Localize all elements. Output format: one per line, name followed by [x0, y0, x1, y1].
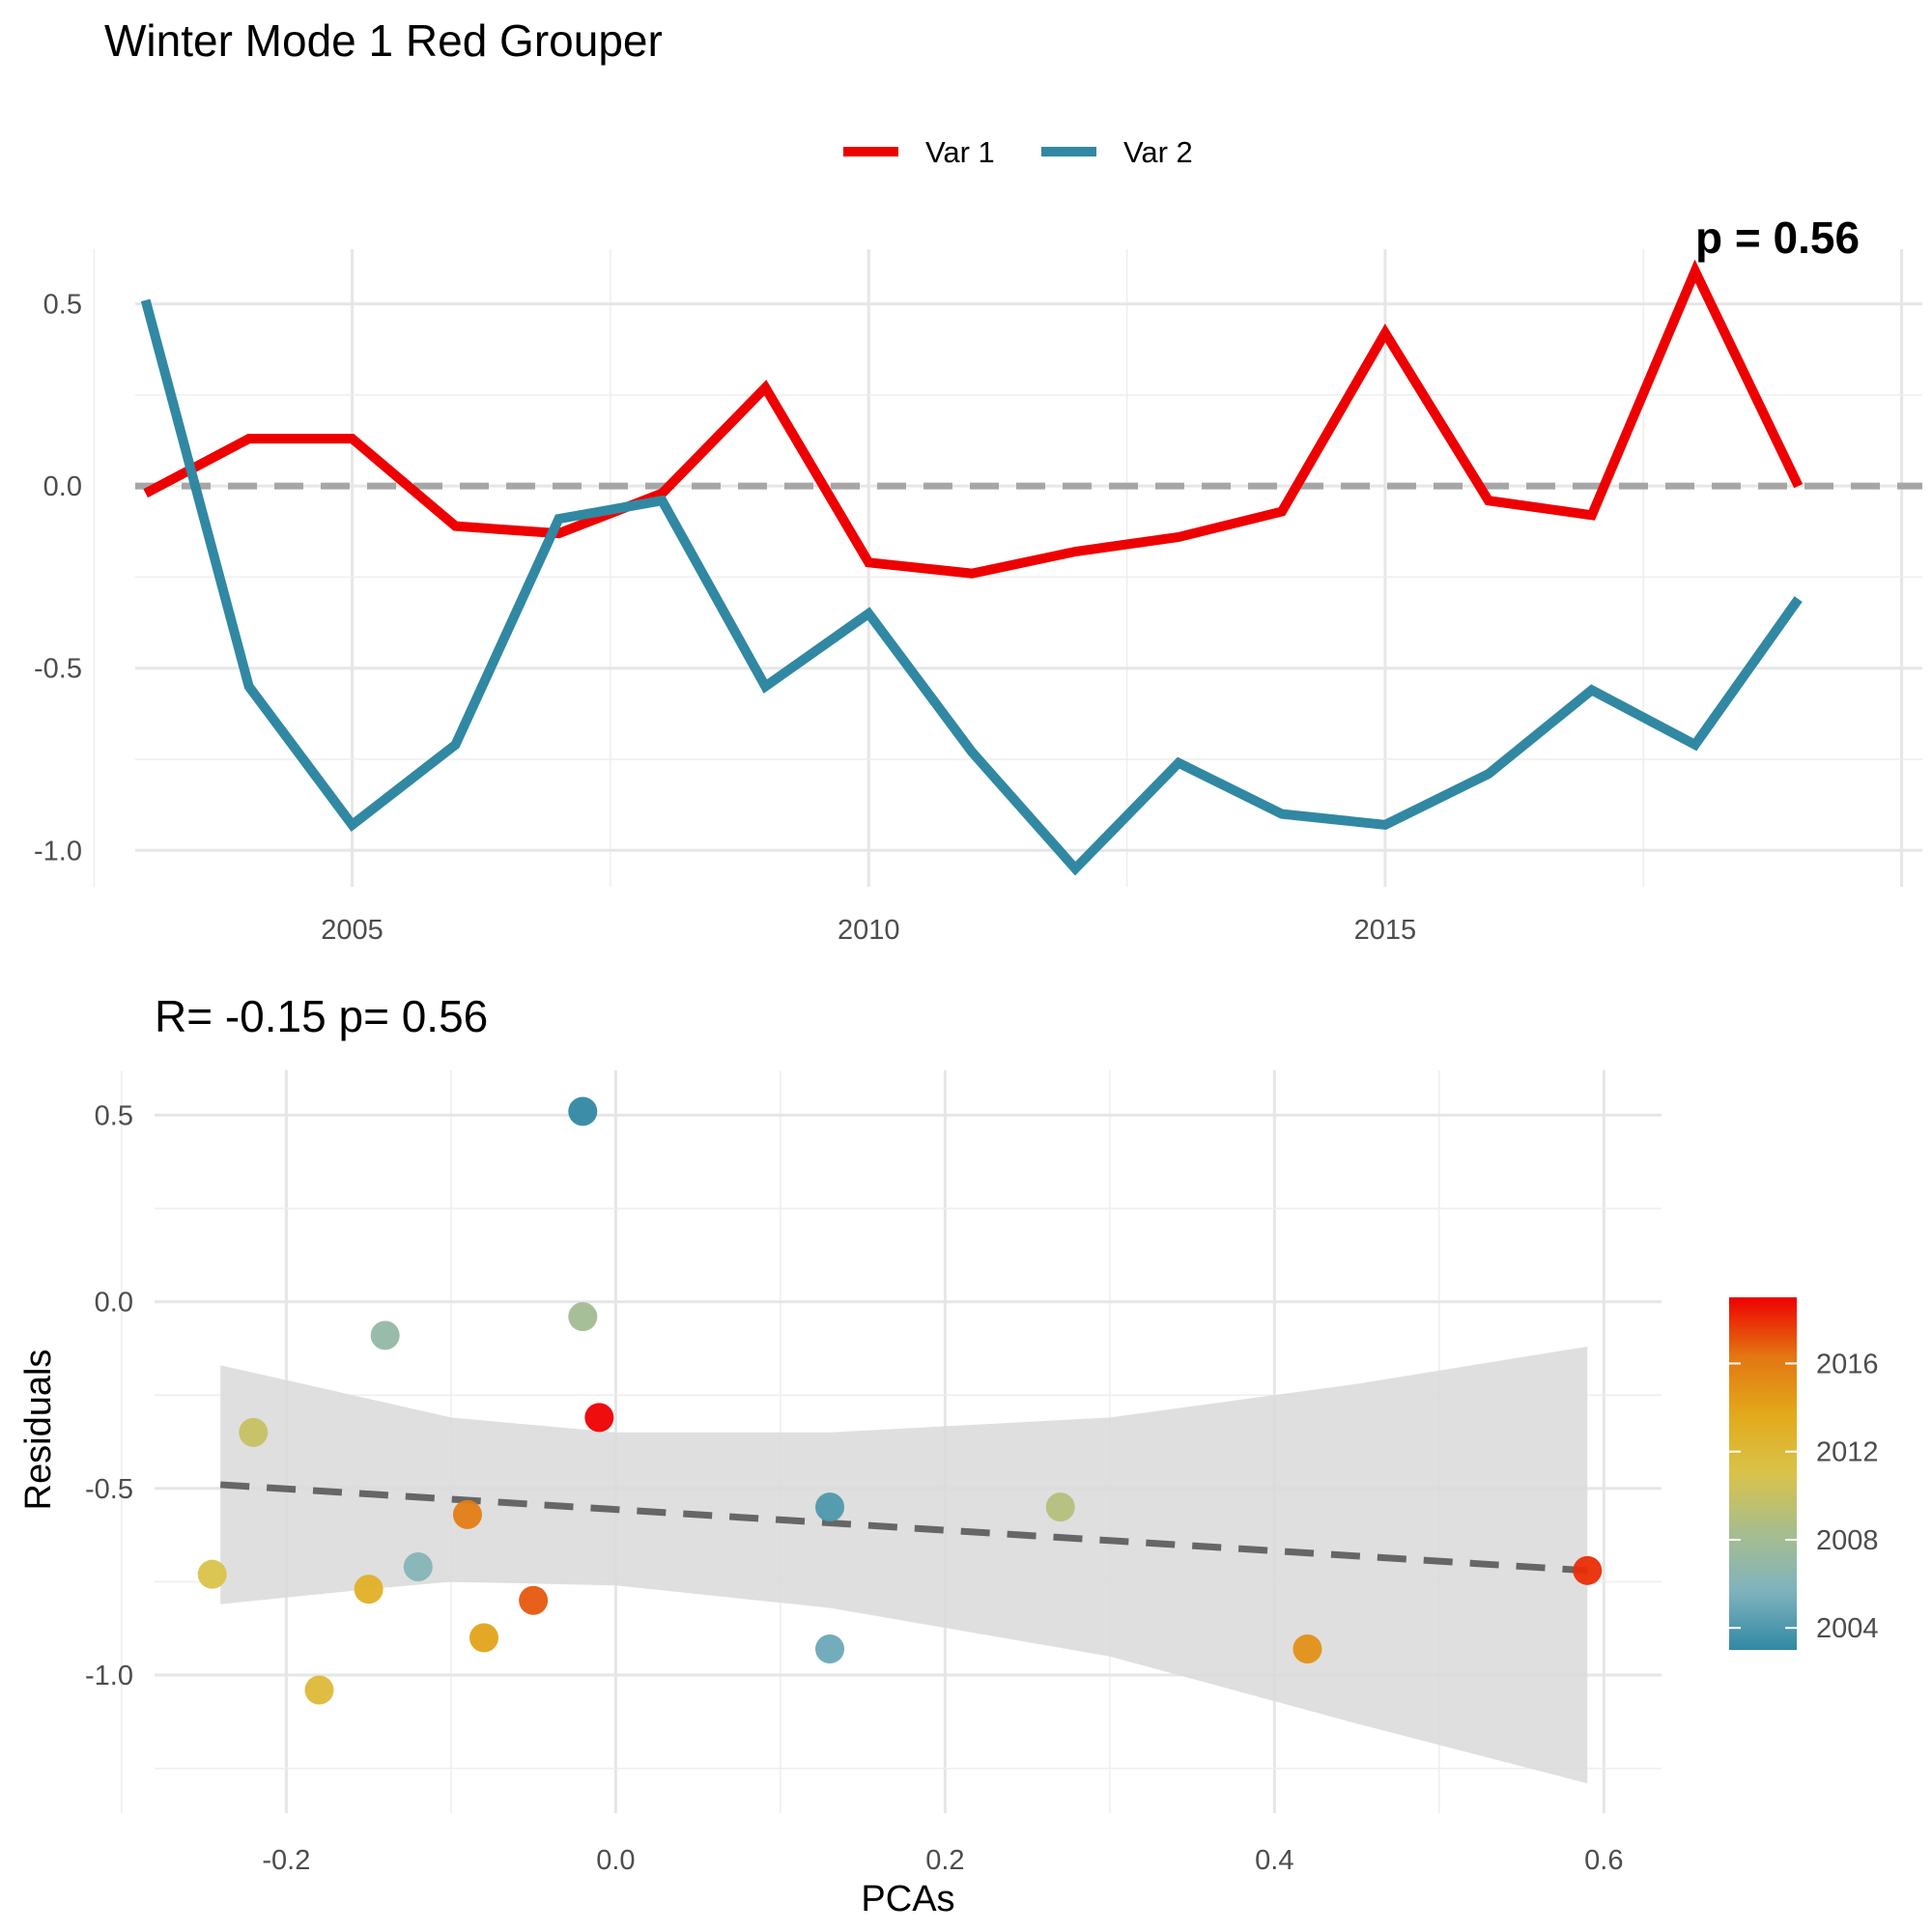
x-axis-label: PCAs	[861, 1879, 954, 1919]
scatter-point	[403, 1551, 433, 1581]
bottom-y-tick-label: 0.0	[95, 1288, 133, 1319]
scatter-point	[1573, 1555, 1603, 1585]
scatter-point	[1293, 1634, 1322, 1663]
scatter-point	[815, 1634, 845, 1663]
scatter-point	[469, 1623, 498, 1653]
legend-label-var2: Var 2	[1123, 135, 1193, 169]
scatter-point	[1045, 1492, 1075, 1522]
scatter-point	[197, 1559, 227, 1589]
bottom-y-tick-label: -1.0	[85, 1661, 133, 1691]
top-annotation: p = 0.56	[1695, 213, 1860, 263]
colorbar-tick-label: 2004	[1816, 1613, 1879, 1644]
scatter-panel: R= -0.15 p= 0.56 -0.2 0.0 0.2 0.4 0.6 0.5 0.0…	[18, 991, 1662, 1919]
legend: Var 1 Var 2	[843, 135, 1193, 169]
bottom-y-tick-label: -0.5	[85, 1474, 133, 1505]
scatter-subtitle: R= -0.15 p= 0.56	[155, 991, 488, 1041]
series-line-var2	[140, 298, 1803, 876]
scatter-point	[584, 1403, 614, 1433]
top-y-tick-label: 0.5	[43, 290, 82, 321]
top-y-ticks: 0.5 0.0 -0.5 -1.0	[34, 290, 82, 867]
scatter-point	[370, 1321, 400, 1350]
scatter-point	[239, 1417, 269, 1447]
colorbar-tick-label: 2016	[1816, 1349, 1879, 1379]
colorbar-ticks: 2016 2012 2008 2004	[1729, 1349, 1879, 1644]
scatter-point	[452, 1499, 482, 1529]
scatter-point	[519, 1585, 549, 1615]
bottom-x-ticks: -0.2 0.0 0.2 0.4 0.6	[262, 1845, 1623, 1876]
top-y-tick-label: 0.0	[43, 471, 82, 502]
scatter-point	[354, 1575, 384, 1605]
bottom-x-tick-label: -0.2	[262, 1845, 310, 1876]
legend-label-var1: Var 1	[925, 135, 995, 169]
confidence-band	[220, 1346, 1588, 1784]
bottom-x-tick-label: 0.6	[1584, 1845, 1623, 1876]
top-x-ticks: 2005 2010 2015	[321, 915, 1416, 946]
scatter-point	[304, 1675, 334, 1705]
bottom-y-tick-label: 0.5	[95, 1100, 133, 1131]
regression-line	[219, 1481, 1588, 1575]
scatter-points	[197, 1096, 1603, 1705]
bottom-y-ticks: 0.5 0.0 -0.5 -1.0	[85, 1100, 133, 1691]
series-line-var1	[143, 259, 1804, 579]
bottom-x-tick-label: 0.2	[925, 1845, 964, 1876]
scatter-point	[568, 1302, 598, 1332]
y-axis-label: Residuals	[18, 1350, 59, 1511]
confidence-ribbon	[220, 1346, 1588, 1784]
bottom-x-tick-label: 0.4	[1255, 1845, 1293, 1876]
top-x-tick-label: 2005	[321, 915, 384, 946]
scatter-point	[815, 1492, 845, 1522]
time-series-panel: p = 0.56 2005 2010 2015 0.5 0.0 -0.5 -1.0	[34, 213, 1922, 946]
colorbar-tick-label: 2012	[1816, 1437, 1879, 1468]
colorbar: 2016 2012 2008 2004	[1729, 1297, 1879, 1650]
regression-dashed-line	[219, 1481, 1588, 1575]
top-series	[140, 259, 1804, 876]
scatter-point	[568, 1096, 598, 1126]
colorbar-gradient	[1729, 1297, 1797, 1650]
chart-title: Winter Mode 1 Red Grouper	[104, 15, 663, 66]
bottom-x-tick-label: 0.0	[596, 1845, 635, 1876]
top-y-tick-label: -0.5	[34, 654, 82, 685]
top-x-tick-label: 2010	[838, 915, 900, 946]
top-x-tick-label: 2015	[1354, 915, 1417, 946]
colorbar-tick-label: 2008	[1816, 1525, 1879, 1556]
top-y-tick-label: -1.0	[34, 836, 82, 867]
